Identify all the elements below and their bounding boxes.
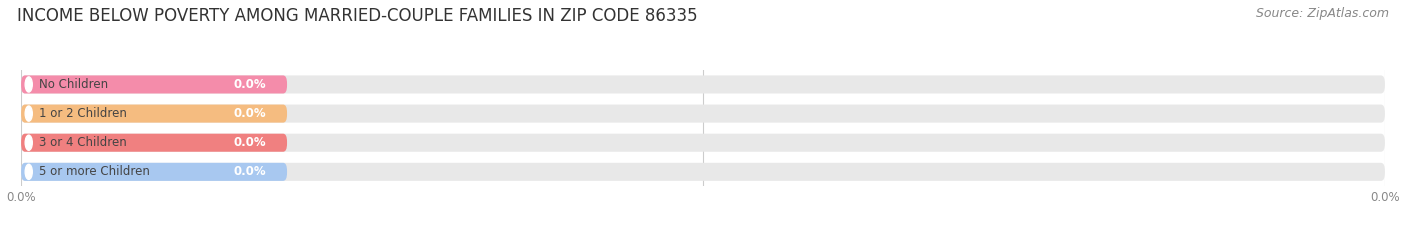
Circle shape xyxy=(25,77,32,92)
FancyBboxPatch shape xyxy=(21,163,1385,181)
Text: Source: ZipAtlas.com: Source: ZipAtlas.com xyxy=(1256,7,1389,20)
Text: 0.0%: 0.0% xyxy=(233,165,267,178)
Circle shape xyxy=(25,164,32,179)
Text: No Children: No Children xyxy=(39,78,108,91)
FancyBboxPatch shape xyxy=(21,163,287,181)
FancyBboxPatch shape xyxy=(21,75,287,93)
FancyBboxPatch shape xyxy=(21,105,1385,123)
Circle shape xyxy=(25,135,32,150)
Text: 3 or 4 Children: 3 or 4 Children xyxy=(39,136,127,149)
FancyBboxPatch shape xyxy=(21,105,287,123)
Text: INCOME BELOW POVERTY AMONG MARRIED-COUPLE FAMILIES IN ZIP CODE 86335: INCOME BELOW POVERTY AMONG MARRIED-COUPL… xyxy=(17,7,697,25)
FancyBboxPatch shape xyxy=(21,134,1385,152)
FancyBboxPatch shape xyxy=(21,134,287,152)
Text: 1 or 2 Children: 1 or 2 Children xyxy=(39,107,127,120)
Circle shape xyxy=(25,106,32,121)
Text: 0.0%: 0.0% xyxy=(233,136,267,149)
Text: 0.0%: 0.0% xyxy=(233,107,267,120)
Text: 0.0%: 0.0% xyxy=(233,78,267,91)
FancyBboxPatch shape xyxy=(21,75,1385,93)
Text: 5 or more Children: 5 or more Children xyxy=(39,165,150,178)
